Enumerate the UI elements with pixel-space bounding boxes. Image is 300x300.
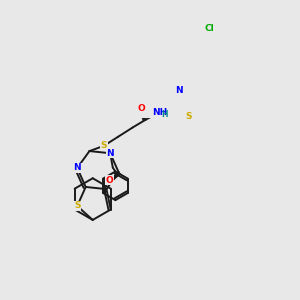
Text: Cl: Cl: [204, 24, 214, 33]
Text: S: S: [185, 112, 191, 121]
Text: S: S: [100, 141, 107, 150]
Text: N: N: [74, 164, 81, 172]
Text: O: O: [106, 176, 113, 184]
Text: N: N: [175, 86, 183, 95]
Text: N: N: [106, 149, 114, 158]
Text: NH: NH: [152, 107, 167, 116]
Text: O: O: [138, 103, 146, 112]
Text: S: S: [74, 202, 80, 211]
Text: H: H: [161, 110, 168, 119]
